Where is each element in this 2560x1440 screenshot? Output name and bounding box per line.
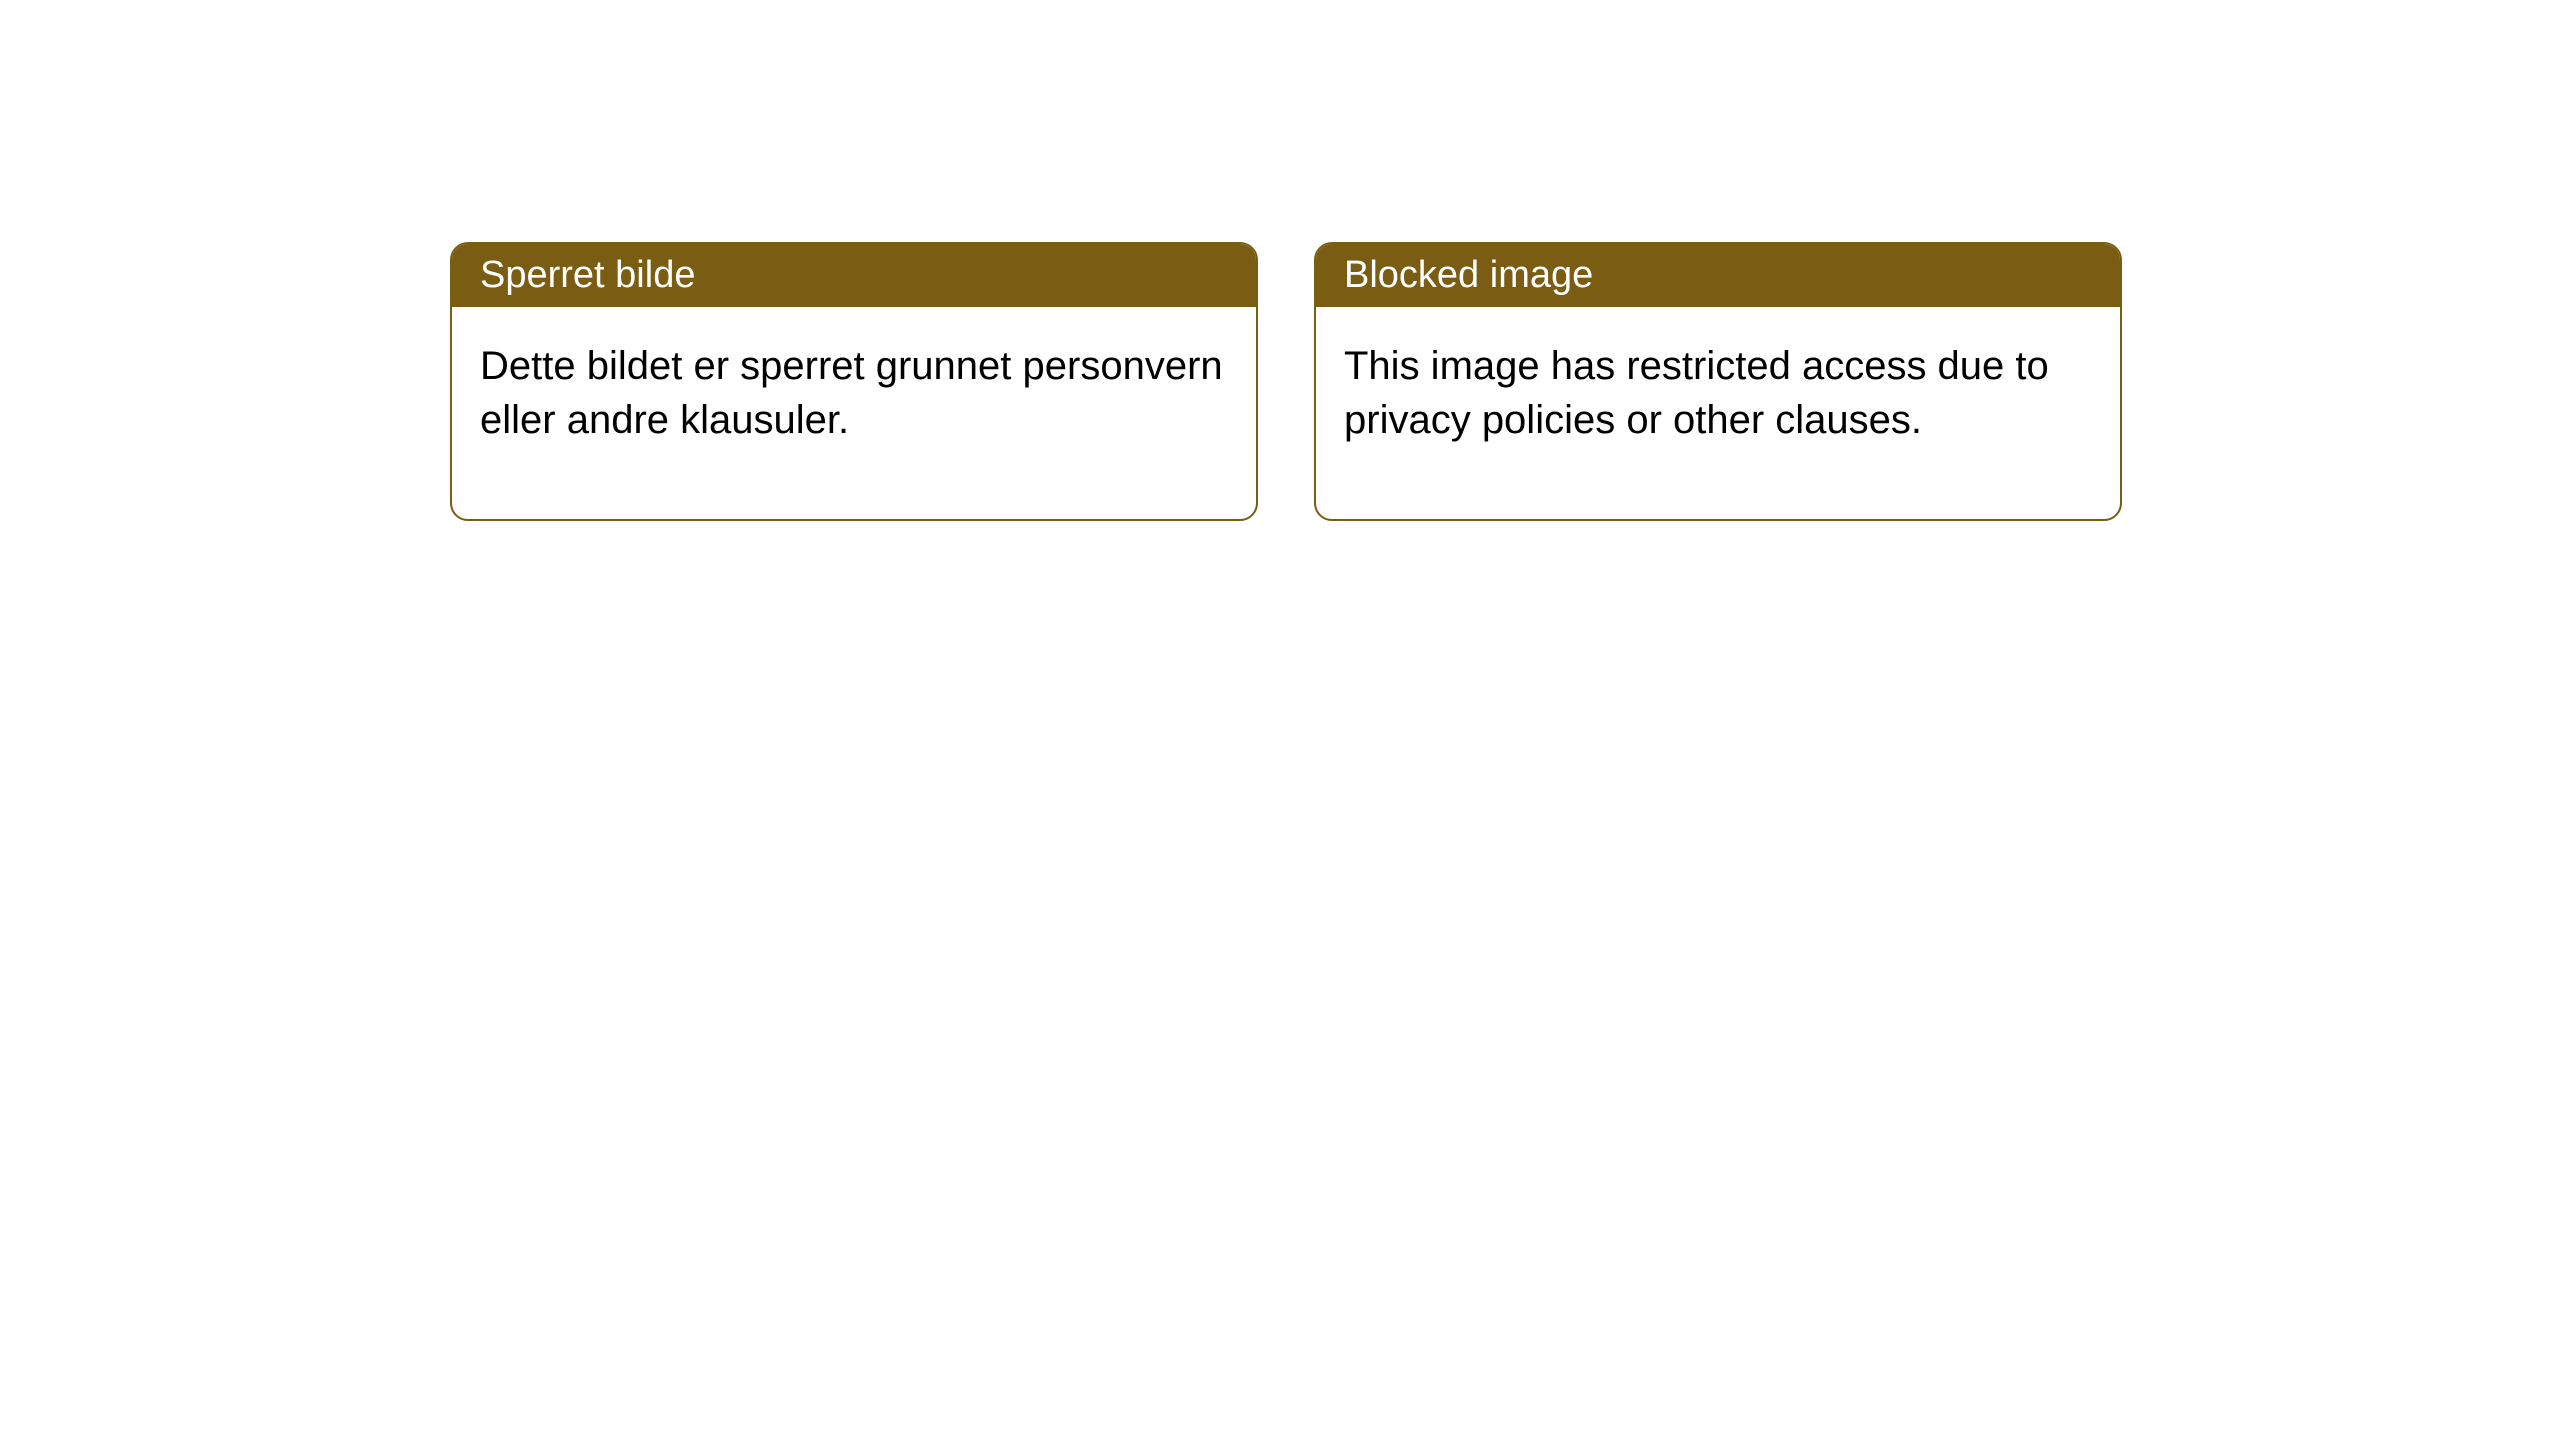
card-header-english: Blocked image: [1316, 244, 2120, 307]
card-body-english: This image has restricted access due to …: [1316, 307, 2120, 519]
notice-container: Sperret bilde Dette bildet er sperret gr…: [450, 242, 2122, 521]
card-header-norwegian: Sperret bilde: [452, 244, 1256, 307]
card-body-norwegian: Dette bildet er sperret grunnet personve…: [452, 307, 1256, 519]
notice-card-english: Blocked image This image has restricted …: [1314, 242, 2122, 521]
notice-card-norwegian: Sperret bilde Dette bildet er sperret gr…: [450, 242, 1258, 521]
